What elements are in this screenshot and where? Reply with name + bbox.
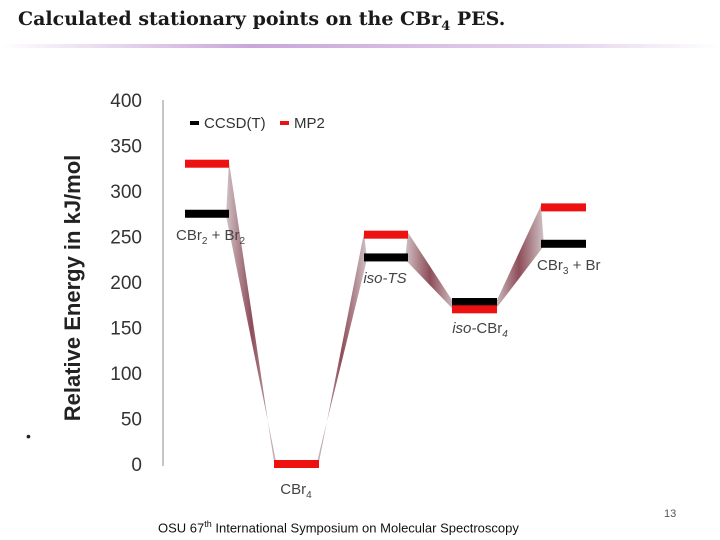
y-tick-label: 300 xyxy=(110,182,142,203)
y-tick-label: 200 xyxy=(110,273,142,294)
energy-levels xyxy=(185,159,586,468)
category-label: iso-CBr4 xyxy=(452,320,508,340)
footer-text: OSU 67th International Symposium on Mole… xyxy=(158,519,519,536)
title-divider xyxy=(0,44,720,48)
energy-level-mp2 xyxy=(364,230,408,239)
connector-ribbons xyxy=(226,161,544,466)
connector-ribbon xyxy=(405,232,455,312)
energy-level-mp2 xyxy=(541,203,586,212)
y-tick-label: 350 xyxy=(110,137,142,158)
legend-swatch xyxy=(190,121,199,125)
category-label: CBr2 + Br2 xyxy=(176,227,246,247)
connector-ribbon xyxy=(494,205,544,312)
legend: CCSD(T) MP2 xyxy=(190,115,325,132)
energy-level-ccsd-t- xyxy=(364,253,408,262)
energy-level-ccsd-t- xyxy=(541,239,586,248)
connector-ribbon xyxy=(316,232,367,466)
page-number: 13 xyxy=(664,508,677,520)
category-labels: CBr2 + Br2 CBr4 iso-TS iso-CBr4 CBr3 + Br xyxy=(176,227,601,501)
category-label: CBr3 + Br xyxy=(537,257,601,277)
y-tick-label: 100 xyxy=(110,364,142,385)
energy-level-mp2 xyxy=(185,159,229,168)
y-tick-label: 50 xyxy=(121,410,142,431)
connector-ribbon xyxy=(226,161,277,466)
energy-level-mp2 xyxy=(274,460,319,468)
y-axis-label: Relative Energy in kJ/mol xyxy=(60,155,85,422)
y-tick-label: 250 xyxy=(110,228,142,249)
category-label: CBr4 xyxy=(280,481,312,501)
legend-label: MP2 xyxy=(294,115,325,132)
energy-level-ccsd-t- xyxy=(185,209,229,218)
bullet-mark: • xyxy=(26,428,31,444)
y-tick-label: 150 xyxy=(110,319,142,340)
legend-label: CCSD(T) xyxy=(204,115,266,132)
legend-swatch xyxy=(280,121,289,125)
y-tick-labels: 0 50 100 150 200 250 300 350 400 xyxy=(110,91,142,476)
slide-title: Calculated stationary points on the CBr4… xyxy=(18,8,506,34)
energy-level-mp2 xyxy=(452,305,497,314)
energy-level-ccsd-t- xyxy=(452,298,497,307)
category-label: iso-TS xyxy=(363,270,406,287)
y-tick-label: 0 xyxy=(131,455,142,476)
y-tick-label: 400 xyxy=(110,91,142,112)
